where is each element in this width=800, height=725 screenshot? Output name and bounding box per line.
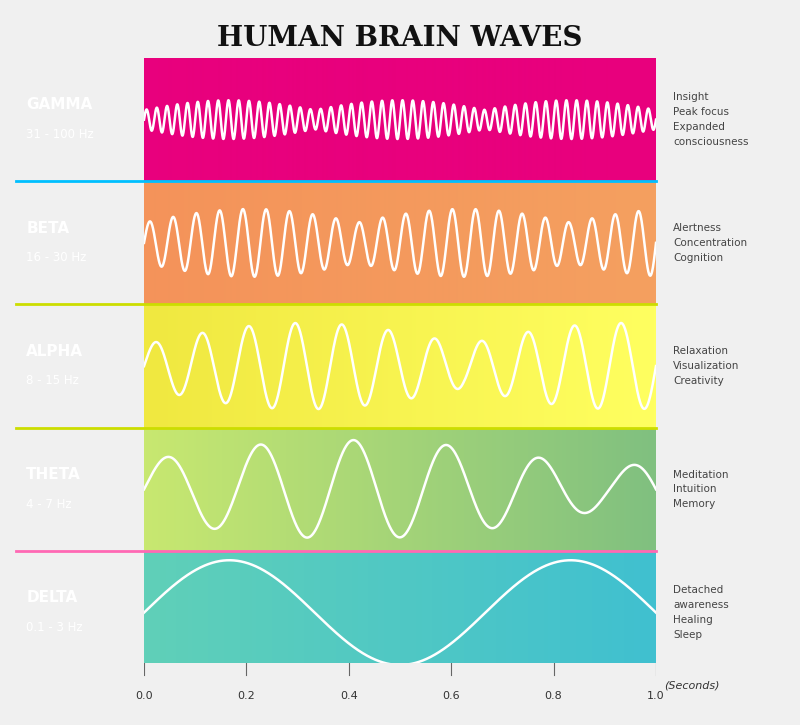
Text: THETA: THETA (26, 467, 81, 482)
Text: 0.6: 0.6 (442, 692, 460, 701)
Text: Detached
awareness
Healing
Sleep: Detached awareness Healing Sleep (674, 585, 729, 640)
Text: 0.4: 0.4 (340, 692, 358, 701)
Text: 0.2: 0.2 (238, 692, 255, 701)
Text: 4 - 7 Hz: 4 - 7 Hz (26, 497, 72, 510)
Text: GAMMA: GAMMA (26, 97, 93, 112)
Text: Meditation
Intuition
Memory: Meditation Intuition Memory (674, 470, 729, 509)
Text: 8 - 15 Hz: 8 - 15 Hz (26, 374, 79, 387)
Text: 0.0: 0.0 (135, 692, 153, 701)
Text: (Seconds): (Seconds) (664, 680, 719, 690)
Text: BETA: BETA (26, 220, 70, 236)
Text: Relaxation
Visualization
Creativity: Relaxation Visualization Creativity (674, 347, 740, 386)
Text: 0.8: 0.8 (545, 692, 562, 701)
Text: HUMAN BRAIN WAVES: HUMAN BRAIN WAVES (218, 25, 582, 52)
Text: 1.0: 1.0 (647, 692, 665, 701)
Text: 16 - 30 Hz: 16 - 30 Hz (26, 251, 86, 264)
Text: 31 - 100 Hz: 31 - 100 Hz (26, 128, 94, 141)
Text: 0.1 - 3 Hz: 0.1 - 3 Hz (26, 621, 83, 634)
Text: Insight
Peak focus
Expanded
consciousness: Insight Peak focus Expanded consciousnes… (674, 92, 749, 147)
Text: DELTA: DELTA (26, 590, 78, 605)
Text: Alertness
Concentration
Cognition: Alertness Concentration Cognition (674, 223, 747, 262)
Text: ALPHA: ALPHA (26, 344, 83, 359)
